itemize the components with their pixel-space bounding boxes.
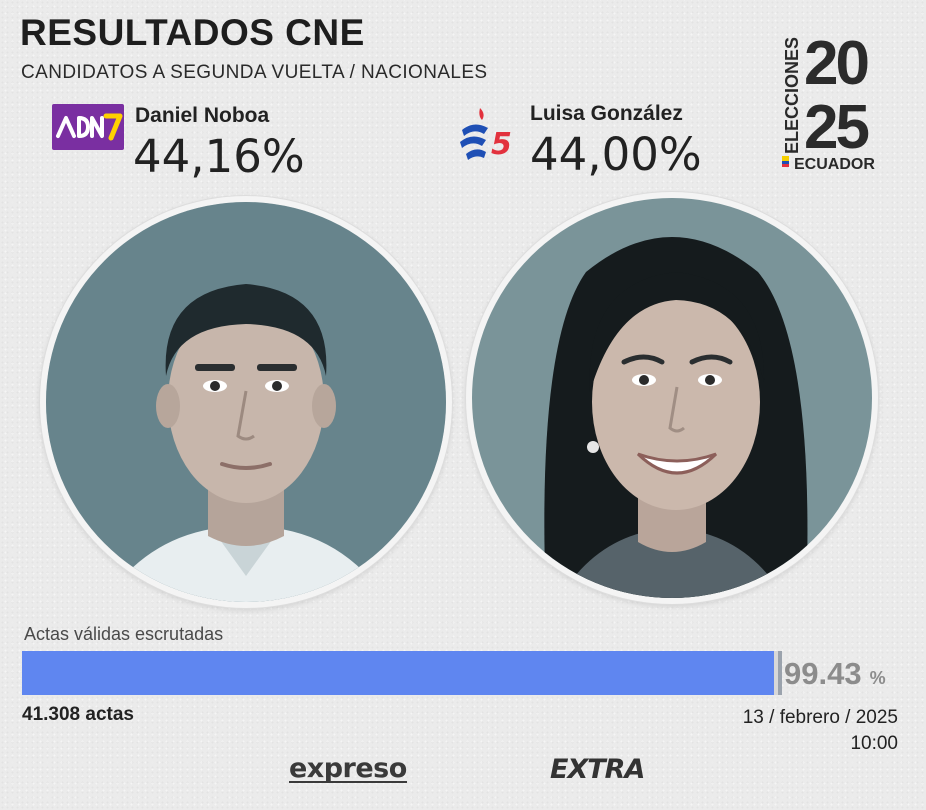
badge-word: ELECCIONES [782, 37, 802, 154]
candidate-1-name: Daniel Noboa [135, 104, 270, 127]
timestamp: 13 / febrero / 2025 10:00 [743, 705, 898, 757]
badge-year-top: 20 [804, 29, 867, 98]
revolucion-ciudadana-logo: 5 [458, 104, 520, 162]
badge-country: ECUADOR [794, 156, 875, 173]
page-title: RESULTADOS CNE [20, 12, 365, 53]
extra-logo: EXTRA [550, 754, 645, 785]
progress-value-number: 99.43 [784, 656, 862, 691]
progress-unit: % [869, 668, 886, 688]
progress-label: Actas válidas escrutadas [24, 624, 224, 644]
expreso-logo: expreso [289, 753, 407, 784]
person-portrait-female-icon [472, 198, 872, 598]
progress-value: 99.43% [784, 658, 886, 689]
adn-logo [52, 104, 124, 150]
brand-expreso-text: expreso [289, 753, 407, 784]
candidate-2-name: Luisa González [530, 102, 683, 125]
elecciones-2025-badge: ELECCIONES 20 25 ECUADOR [780, 26, 890, 176]
logo-number: 5 [491, 127, 512, 162]
actas-count: 41.308 actas [22, 704, 134, 725]
progress-bar [22, 651, 782, 695]
date-text: 13 / febrero / 2025 [742, 707, 898, 728]
person-portrait-male-icon [46, 202, 446, 602]
candidate-2-percentage: 44,00% [530, 128, 702, 181]
badge-year-bottom: 25 [804, 93, 868, 162]
candidate-1-percentage: 44,16% [133, 130, 305, 183]
time-text: 10:00 [850, 733, 898, 754]
page-subtitle: CANDIDATOS A SEGUNDA VUELTA / NACIONALES [21, 62, 488, 83]
progress-bar-end [778, 651, 782, 695]
progress-bar-fill [22, 651, 774, 695]
candidate-2-photo [466, 192, 878, 604]
candidate-1-photo [40, 196, 452, 608]
